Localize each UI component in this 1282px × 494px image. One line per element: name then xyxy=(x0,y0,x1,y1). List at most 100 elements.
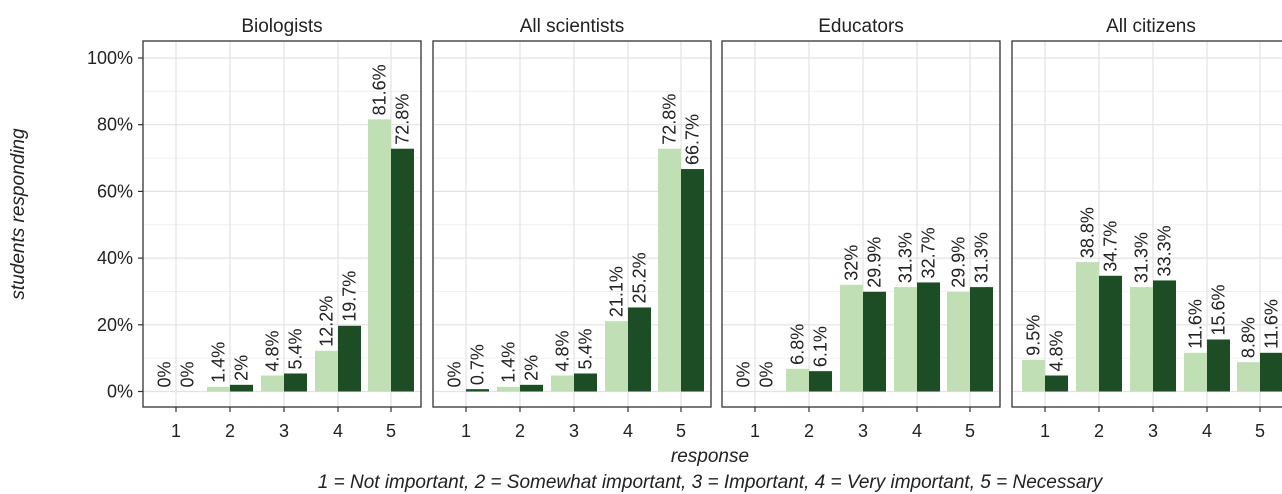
bar-value-label: 34.7% xyxy=(1101,221,1121,272)
bar-value-label: 21.1% xyxy=(607,266,627,317)
bar xyxy=(338,325,361,392)
x-tick-label: 2 xyxy=(804,421,814,441)
bar xyxy=(1045,375,1068,392)
bar xyxy=(1099,275,1122,392)
bar-value-label: 29.9% xyxy=(865,237,885,288)
bar-value-label: 5.4% xyxy=(286,328,306,369)
bar xyxy=(261,375,284,392)
bar-value-label: 31.3% xyxy=(896,232,916,283)
bar-value-label: 0% xyxy=(734,361,754,387)
bar xyxy=(574,373,597,392)
bar-value-label: 1.4% xyxy=(499,342,519,383)
bar-value-label: 11.6% xyxy=(1262,299,1282,349)
bar-value-label: 5.4% xyxy=(576,328,596,369)
x-tick-label: 1 xyxy=(1040,421,1050,441)
bar-value-label: 4.8% xyxy=(1047,330,1067,371)
bar-value-label: 8.8% xyxy=(1239,317,1259,358)
y-tick-label: 80% xyxy=(97,115,133,135)
bar-value-label: 25.2% xyxy=(630,252,650,303)
x-tick-label: 1 xyxy=(461,421,471,441)
bar-value-label: 0% xyxy=(757,361,777,387)
bar-value-label: 66.7% xyxy=(683,114,703,165)
bar xyxy=(605,321,628,392)
bar xyxy=(1237,362,1260,392)
facet-panel: 9.5%38.8% 31.3%11.6% 8.8%4.8%34.7% 33.3%15.… xyxy=(1011,16,1282,441)
bar-value-label: 12.2% xyxy=(317,296,337,347)
bar-value-label: 81.6% xyxy=(370,64,390,115)
x-tick-label: 3 xyxy=(858,421,868,441)
facet-title: Biologists xyxy=(241,16,322,37)
y-tick-label: 40% xyxy=(97,248,133,268)
y-tick-label: 100% xyxy=(87,48,133,68)
panel-border xyxy=(142,40,422,408)
bar-value-label: 31.3% xyxy=(972,232,992,283)
bar xyxy=(207,386,230,392)
scale-caption: 1 = Not important, 2 = Somewhat importan… xyxy=(318,472,1104,493)
bar xyxy=(1184,352,1207,392)
bar-value-label: 9.5% xyxy=(1024,315,1044,356)
bar-value-label: 6.8% xyxy=(788,324,808,365)
x-tick-label: 1 xyxy=(171,421,181,441)
bar xyxy=(863,291,886,392)
bar-value-label: 0% xyxy=(178,361,198,387)
x-tick-label: 3 xyxy=(569,421,579,441)
facet-title: All scientists xyxy=(520,16,625,37)
x-tick-label: 2 xyxy=(225,421,235,441)
x-tick-label: 3 xyxy=(279,421,289,441)
bar xyxy=(1022,359,1045,392)
bar xyxy=(809,371,832,392)
facet-title: Educators xyxy=(818,16,904,37)
facets: 0% 1.4% 4.8% 12.2% 81.6% 0% 2% 5.4% 19.7% 72.8% Bi… xyxy=(142,16,1282,441)
y-tick-label: 20% xyxy=(97,315,133,335)
bar-value-label: 4.8% xyxy=(553,330,573,371)
bar xyxy=(466,389,489,392)
bar xyxy=(658,148,681,392)
bar xyxy=(1130,287,1153,392)
x-tick-label: 4 xyxy=(333,421,343,441)
bar xyxy=(391,148,414,392)
panel-border xyxy=(721,40,1001,408)
bar xyxy=(681,169,704,392)
bar-value-label: 32% xyxy=(842,245,862,281)
y-axis: 0% 20% 40% 60% 80% 100% xyxy=(87,48,143,402)
x-tick-label: 1 xyxy=(750,421,760,441)
bar-value-label: 31.3% xyxy=(1132,232,1152,283)
bar-value-label: 0% xyxy=(155,361,175,387)
panel-border xyxy=(432,40,712,408)
x-tick-label: 2 xyxy=(515,421,525,441)
bar xyxy=(368,119,391,392)
bar xyxy=(551,375,574,392)
bar-value-label: 29.9% xyxy=(949,237,969,288)
bar-value-label: 72.8% xyxy=(393,94,413,145)
bar xyxy=(628,307,651,392)
bar xyxy=(1153,280,1176,392)
x-tick-label: 4 xyxy=(623,421,633,441)
bar-value-label: 11.6% xyxy=(1186,299,1206,349)
bar-value-label: 2% xyxy=(232,355,252,381)
bar xyxy=(497,386,520,392)
bar-value-label: 0.7% xyxy=(468,344,488,385)
bar-value-label: 15.6% xyxy=(1209,284,1229,335)
x-tick-label: 3 xyxy=(1148,421,1158,441)
bar xyxy=(894,287,917,392)
bar-value-label: 33.3% xyxy=(1155,225,1175,276)
x-tick-label: 5 xyxy=(1255,421,1265,441)
x-tick-label: 4 xyxy=(1202,421,1212,441)
bar-value-label: 1.4% xyxy=(209,342,229,383)
x-tick-label: 4 xyxy=(912,421,922,441)
facet-title: All citizens xyxy=(1106,16,1196,37)
facet-panel: 0%6.8%32% 31.3% 29.9%0%6.1%29.9% 32.7% 31.3%… xyxy=(721,16,1001,441)
bar-value-label: 0% xyxy=(445,361,465,387)
x-tick-label: 5 xyxy=(676,421,686,441)
y-tick-label: 0% xyxy=(107,382,133,402)
bar xyxy=(970,287,993,392)
y-tick-label: 60% xyxy=(97,181,133,201)
bar xyxy=(315,350,338,392)
bar-value-label: 2% xyxy=(522,355,542,381)
bar-value-label: 72.8% xyxy=(660,94,680,145)
bar xyxy=(1076,262,1099,392)
bar xyxy=(1207,339,1230,392)
x-axis-title: response xyxy=(671,446,749,467)
bar xyxy=(1260,352,1282,392)
